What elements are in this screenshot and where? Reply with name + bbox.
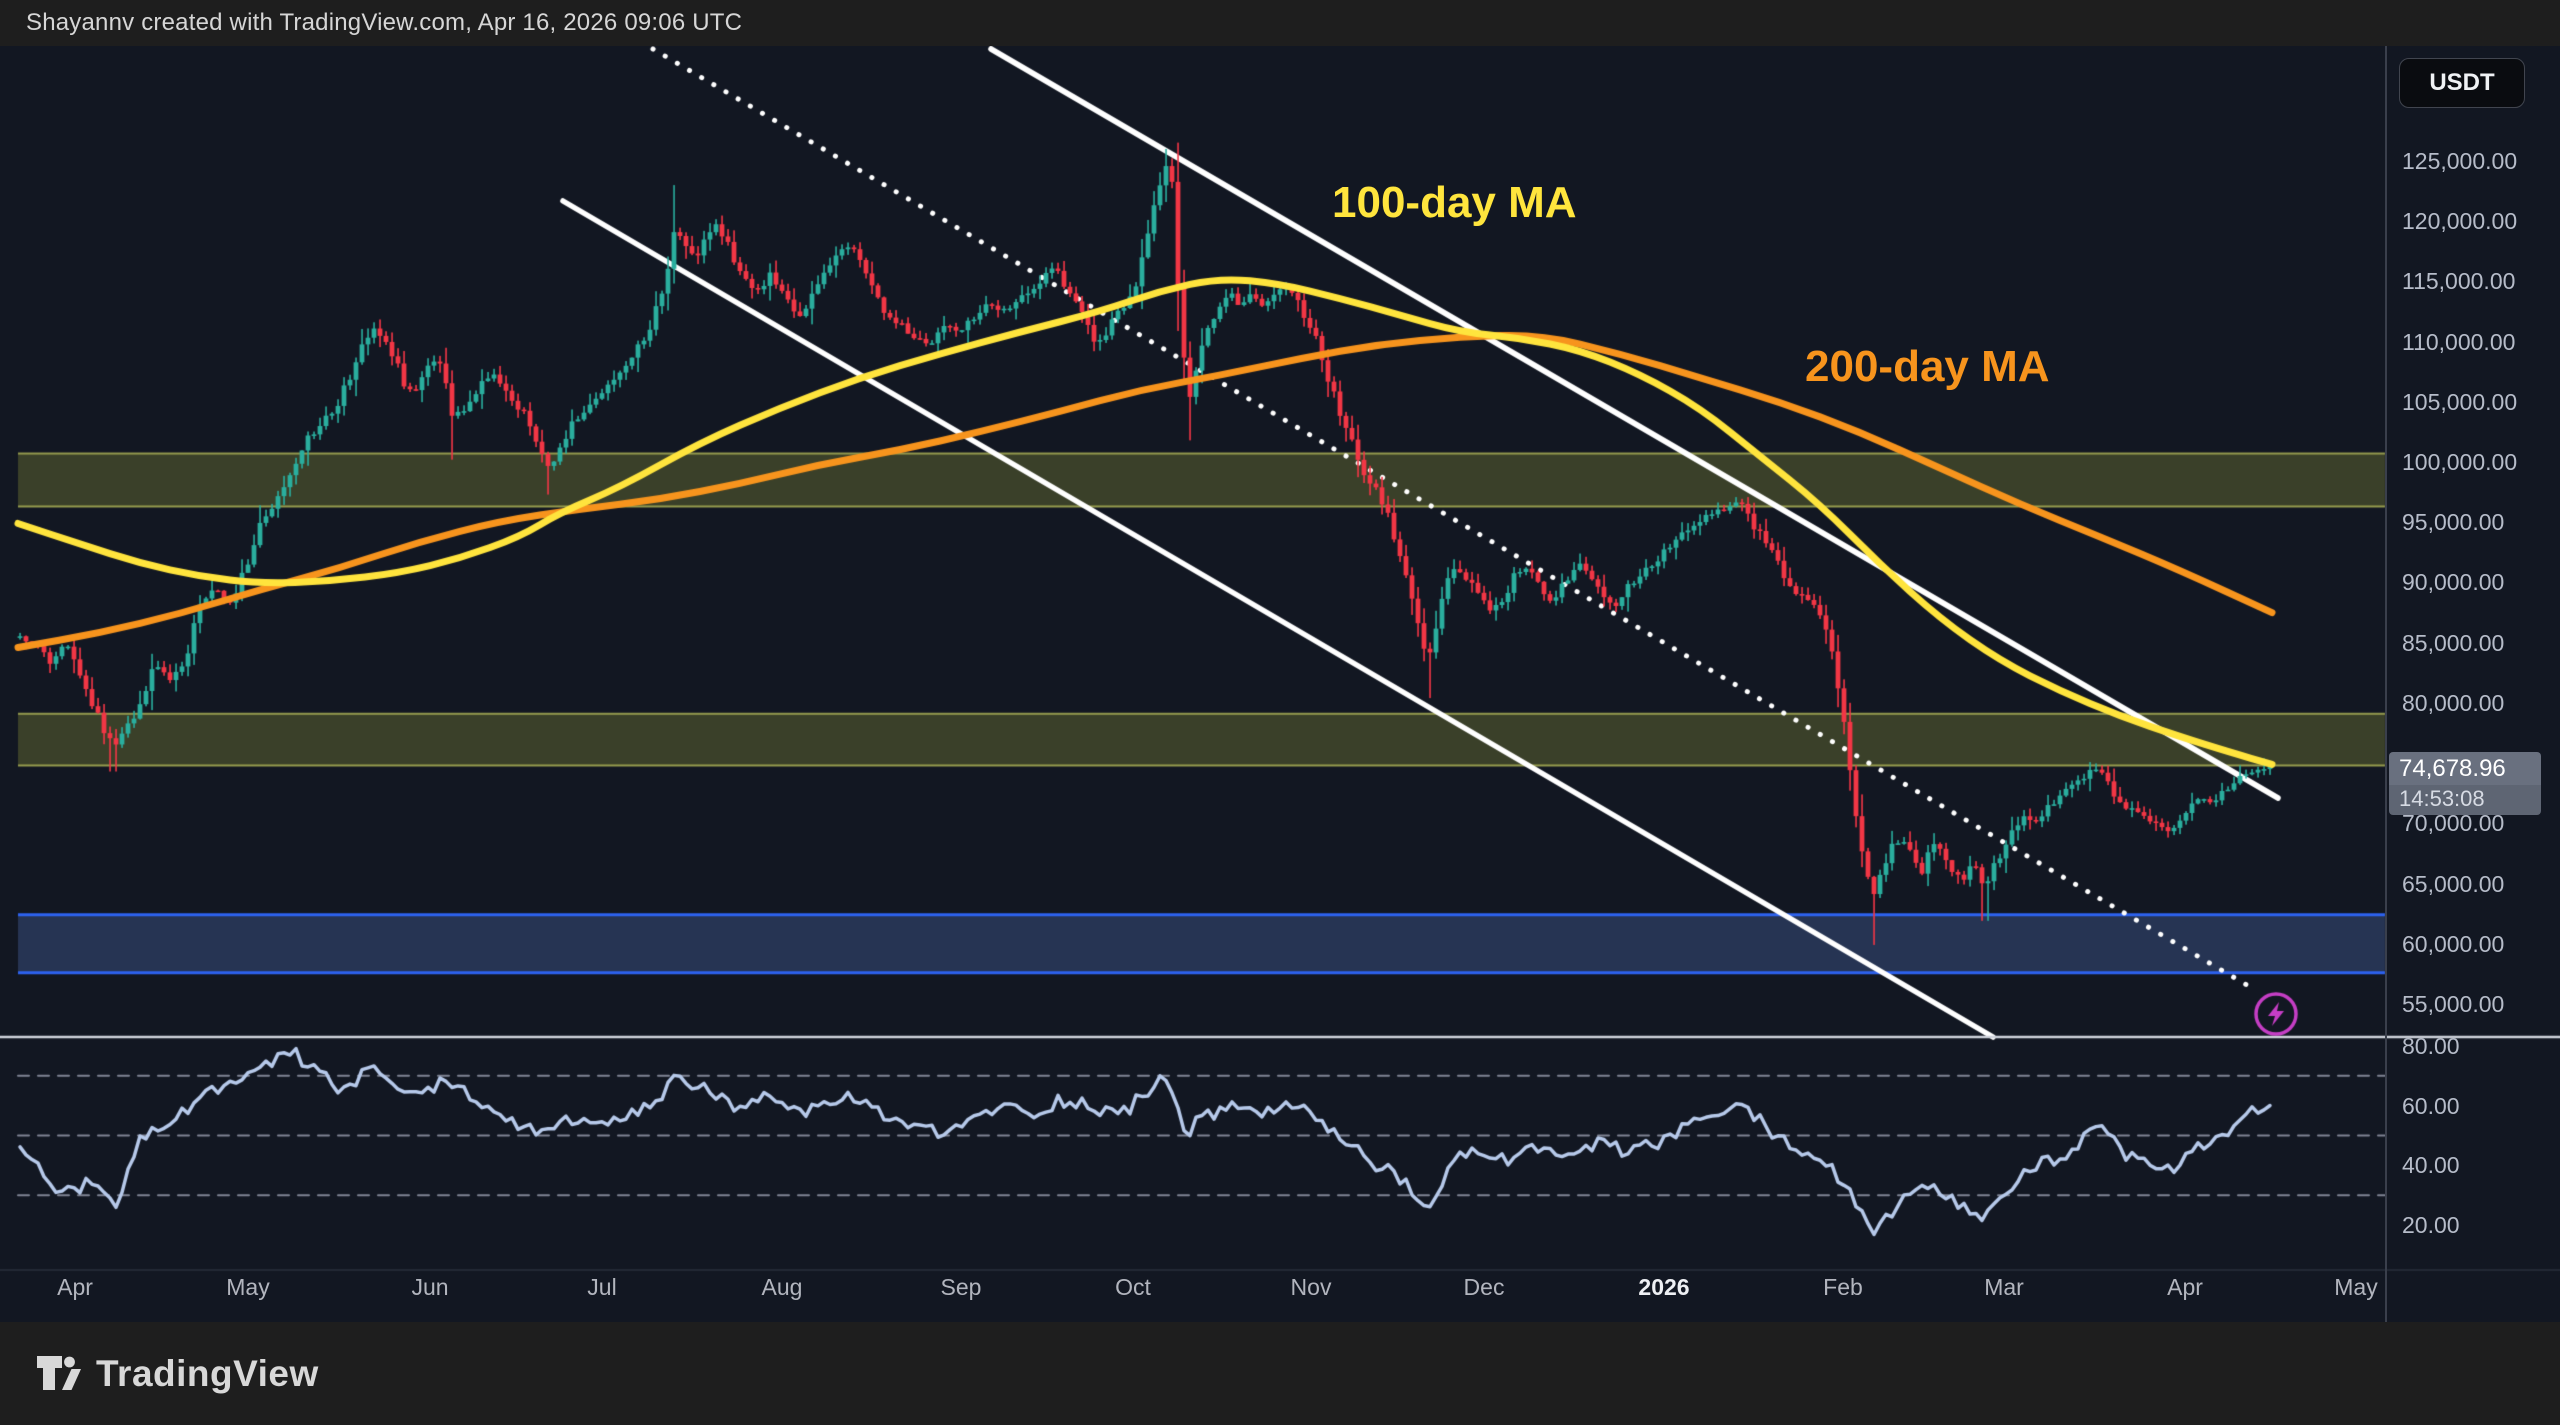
last-price-value: 74,678.96 bbox=[2389, 752, 2541, 785]
time-axis-label: Nov bbox=[1290, 1274, 1332, 1300]
tradingview-logo-text: TradingView bbox=[96, 1352, 319, 1394]
time-axis-label: Jun bbox=[411, 1274, 449, 1300]
price-axis-label: 60,000.00 bbox=[2402, 930, 2505, 957]
time-axis-label: May bbox=[226, 1274, 270, 1300]
ma100-annotation: 100-day MA bbox=[1332, 178, 1577, 227]
rsi-axis-label: 80.00 bbox=[2402, 1033, 2460, 1059]
time-axis-label: Oct bbox=[1115, 1274, 1151, 1300]
time-axis-label: Apr bbox=[57, 1274, 93, 1300]
price-axis-border bbox=[2385, 46, 2387, 1322]
price-axis-label: 90,000.00 bbox=[2402, 569, 2505, 596]
time-axis-label: Apr bbox=[2167, 1274, 2203, 1300]
time-axis-label: Feb bbox=[1823, 1274, 1863, 1300]
attribution-header: Shayannv created with TradingView.com, A… bbox=[0, 0, 2560, 46]
bar-close-countdown: 14:53:08 bbox=[2389, 785, 2541, 815]
price-axis-label: 65,000.00 bbox=[2402, 870, 2505, 897]
time-axis-label: Dec bbox=[1463, 1274, 1505, 1300]
price-axis-label: 110,000.00 bbox=[2402, 328, 2516, 355]
time-axis-label: Aug bbox=[761, 1274, 803, 1300]
time-axis-label: Jul bbox=[587, 1274, 617, 1300]
price-axis-label: 80,000.00 bbox=[2402, 689, 2505, 716]
price-axis-label: 85,000.00 bbox=[2402, 629, 2505, 656]
last-price-badge: 74,678.96 14:53:08 bbox=[2389, 752, 2541, 815]
rsi-axis-label: 40.00 bbox=[2402, 1152, 2460, 1179]
rsi-axis-label: 60.00 bbox=[2402, 1092, 2460, 1119]
price-axis-label: 95,000.00 bbox=[2402, 509, 2505, 536]
price-axis-label: 105,000.00 bbox=[2402, 388, 2518, 415]
price-axis-label: 100,000.00 bbox=[2402, 449, 2518, 476]
price-axis-label: 115,000.00 bbox=[2402, 268, 2516, 295]
time-axis-label: 2026 bbox=[1638, 1274, 1690, 1300]
quote-currency-tab[interactable]: USDT bbox=[2399, 58, 2525, 108]
time-axis-label: Sep bbox=[940, 1274, 982, 1300]
price-axis-label: 125,000.00 bbox=[2402, 148, 2518, 174]
price-axis-label: 120,000.00 bbox=[2402, 208, 2518, 235]
rsi-axis-label: 20.00 bbox=[2402, 1212, 2460, 1239]
time-axis-label: Mar bbox=[1984, 1274, 2024, 1300]
ma200-annotation: 200-day MA bbox=[1805, 342, 2050, 391]
tradingview-logo-icon bbox=[37, 1355, 81, 1390]
footer-bar: TradingView bbox=[0, 1322, 2560, 1425]
price-axis-label: 55,000.00 bbox=[2402, 990, 2505, 1017]
time-axis-label: May bbox=[2334, 1274, 2378, 1300]
